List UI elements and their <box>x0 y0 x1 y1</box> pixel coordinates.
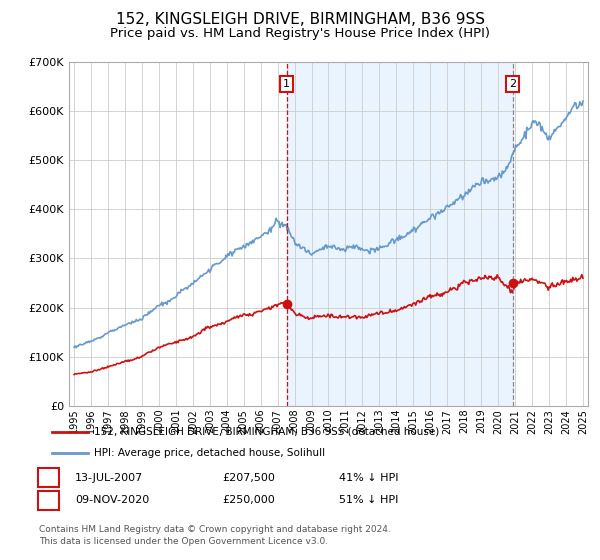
Bar <box>287 62 512 406</box>
Text: HPI: Average price, detached house, Solihull: HPI: Average price, detached house, Soli… <box>94 448 325 458</box>
Text: 2: 2 <box>45 495 52 505</box>
Text: Price paid vs. HM Land Registry's House Price Index (HPI): Price paid vs. HM Land Registry's House … <box>110 27 490 40</box>
Text: 41% ↓ HPI: 41% ↓ HPI <box>339 473 398 483</box>
Text: £250,000: £250,000 <box>222 495 275 505</box>
Text: 13-JUL-2007: 13-JUL-2007 <box>75 473 143 483</box>
Text: 152, KINGSLEIGH DRIVE, BIRMINGHAM, B36 9SS (detached house): 152, KINGSLEIGH DRIVE, BIRMINGHAM, B36 9… <box>94 427 439 437</box>
Text: 09-NOV-2020: 09-NOV-2020 <box>75 495 149 505</box>
Text: 2: 2 <box>509 79 516 89</box>
Text: 152, KINGSLEIGH DRIVE, BIRMINGHAM, B36 9SS: 152, KINGSLEIGH DRIVE, BIRMINGHAM, B36 9… <box>115 12 485 27</box>
Text: Contains HM Land Registry data © Crown copyright and database right 2024.: Contains HM Land Registry data © Crown c… <box>39 525 391 534</box>
Text: This data is licensed under the Open Government Licence v3.0.: This data is licensed under the Open Gov… <box>39 537 328 546</box>
Text: 1: 1 <box>283 79 290 89</box>
Text: 1: 1 <box>45 473 52 483</box>
Text: £207,500: £207,500 <box>222 473 275 483</box>
Text: 51% ↓ HPI: 51% ↓ HPI <box>339 495 398 505</box>
